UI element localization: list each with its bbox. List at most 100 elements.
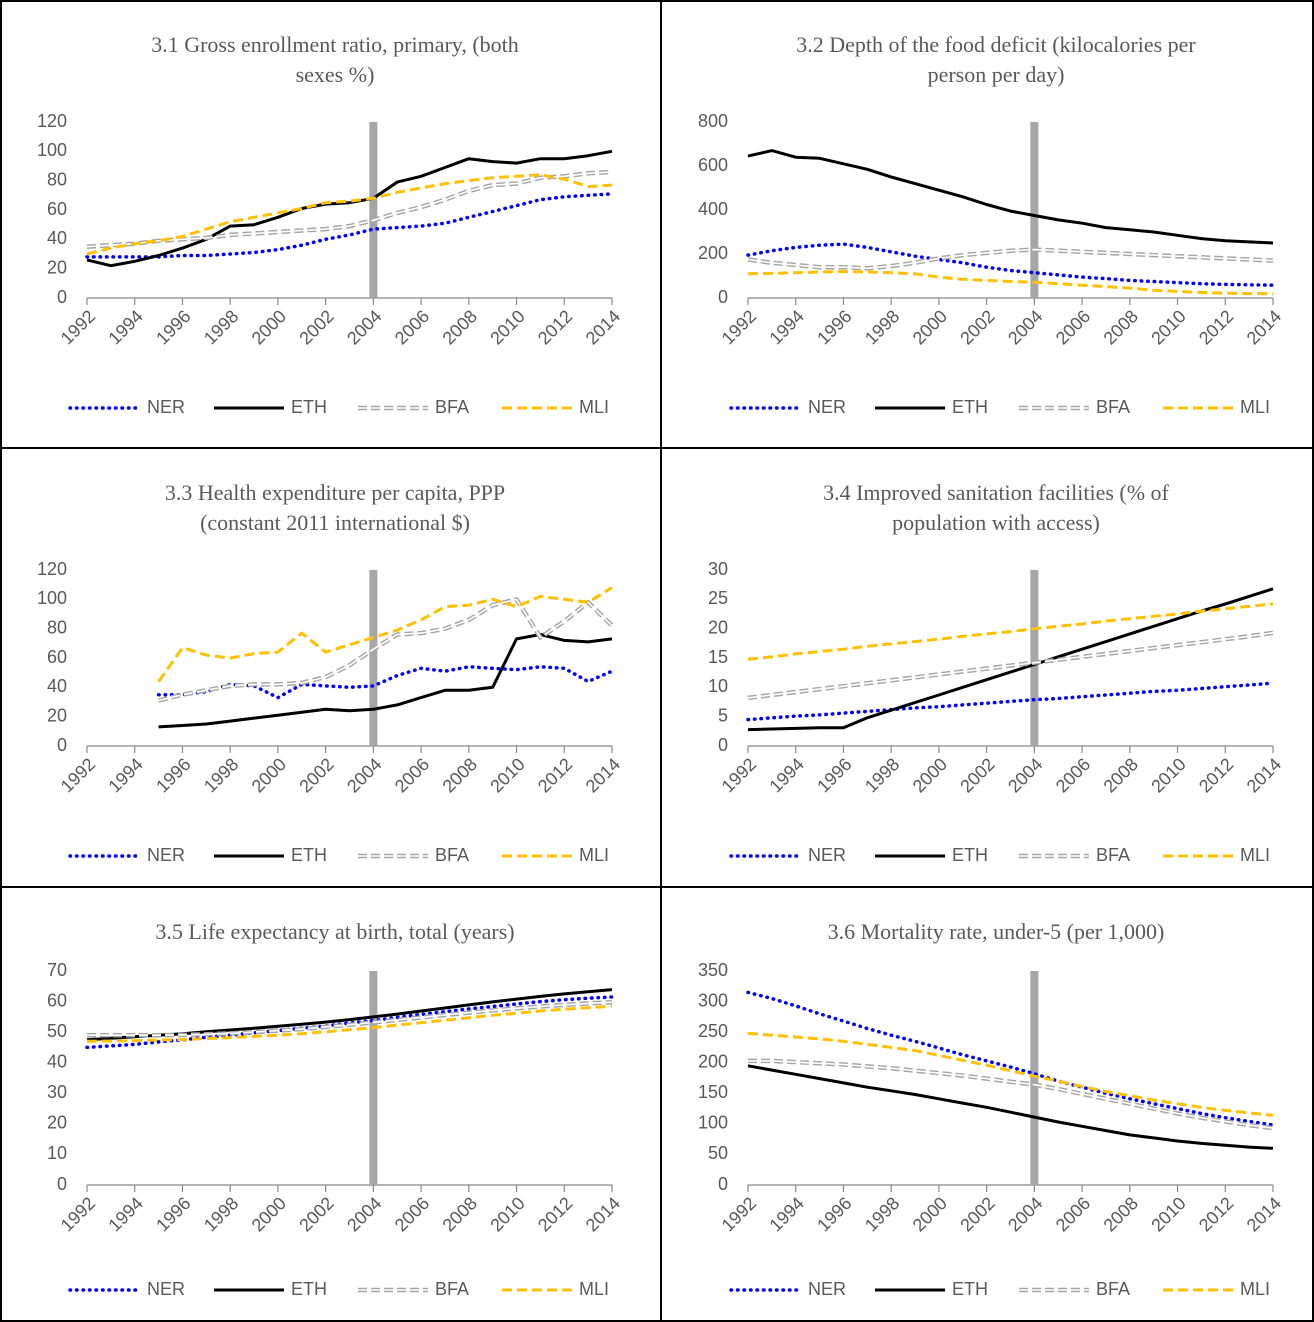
y-tick-label: 30 xyxy=(708,559,728,579)
x-tick-label: 1994 xyxy=(765,1193,807,1235)
x-tick-label: 1992 xyxy=(57,754,99,796)
y-tick-label: 50 xyxy=(47,1021,67,1041)
x-tick-label: 1994 xyxy=(765,754,807,796)
x-tick-label: 1994 xyxy=(104,1193,146,1235)
legend-label: MLI xyxy=(1240,397,1270,417)
y-tick-label: 60 xyxy=(47,647,67,667)
x-tick-label: 2010 xyxy=(486,306,528,348)
y-tick-label: 20 xyxy=(47,257,67,277)
y-tick-label: 5 xyxy=(718,705,728,725)
legend-label: BFA xyxy=(435,1279,469,1299)
x-tick-label: 1998 xyxy=(200,1193,242,1235)
x-tick-label: 1992 xyxy=(718,1193,760,1235)
x-tick-label: 2008 xyxy=(1100,306,1142,348)
legend-label: BFA xyxy=(435,845,469,865)
x-tick-label: 2010 xyxy=(1147,1193,1189,1235)
series-line xyxy=(747,149,1274,245)
x-tick-label: 2012 xyxy=(1195,1193,1237,1235)
y-tick-label: 0 xyxy=(718,1174,728,1194)
x-tick-label: 2004 xyxy=(1004,754,1046,796)
series-line xyxy=(86,988,613,1042)
x-tick-label: 1994 xyxy=(765,306,807,348)
x-tick-label: 2006 xyxy=(391,754,433,796)
y-tick-label: 150 xyxy=(698,1082,728,1102)
y-tick-label: 10 xyxy=(708,676,728,696)
legend-label: ETH xyxy=(952,845,988,865)
x-tick-label: 2014 xyxy=(1243,754,1285,796)
series-line xyxy=(86,169,613,249)
series-line xyxy=(86,1004,613,1043)
series-line-inner xyxy=(87,1001,613,1036)
y-tick-label: 30 xyxy=(47,1082,67,1102)
x-tick-label: 2002 xyxy=(956,754,998,796)
x-tick-label: 1992 xyxy=(718,306,760,348)
x-tick-label: 2002 xyxy=(295,754,337,796)
legend-label: NER xyxy=(808,397,846,417)
x-tick-label: 1998 xyxy=(200,306,242,348)
y-tick-label: 120 xyxy=(37,559,67,579)
legend-label: ETH xyxy=(952,1279,988,1299)
chart-title: (constant 2011 international $) xyxy=(200,510,470,535)
x-tick-label: 2006 xyxy=(1052,754,1094,796)
legend-label: MLI xyxy=(579,845,609,865)
legend-label: NER xyxy=(808,1279,846,1299)
series-line xyxy=(747,270,1273,296)
x-tick-label: 2008 xyxy=(1100,1193,1142,1235)
x-tick-label: 2006 xyxy=(1052,306,1094,348)
chart-title: person per day) xyxy=(928,62,1065,87)
y-tick-label: 15 xyxy=(708,647,728,667)
x-tick-label: 1998 xyxy=(861,754,903,796)
legend-label: ETH xyxy=(952,397,988,417)
series-line-inner xyxy=(747,632,1274,699)
series-line xyxy=(748,1058,1274,1131)
y-tick-label: 100 xyxy=(37,588,67,608)
x-tick-label: 2004 xyxy=(343,1193,385,1235)
x-tick-label: 2012 xyxy=(534,1193,576,1235)
legend-label: NER xyxy=(808,845,846,865)
y-tick-label: 50 xyxy=(708,1143,728,1163)
y-tick-label: 0 xyxy=(718,287,728,307)
x-tick-label: 2008 xyxy=(1100,754,1142,796)
series-line xyxy=(86,149,613,268)
x-tick-label: 1992 xyxy=(718,754,760,796)
x-tick-label: 2002 xyxy=(956,1193,998,1235)
series-line xyxy=(747,247,1274,271)
y-tick-label: 25 xyxy=(708,588,728,608)
series-line-inner xyxy=(747,248,1274,270)
y-tick-label: 80 xyxy=(47,617,67,637)
legend-label: NER xyxy=(147,845,185,865)
legend-label: BFA xyxy=(435,397,469,417)
series-line xyxy=(158,597,614,703)
y-tick-label: 20 xyxy=(708,617,728,637)
x-tick-label: 2010 xyxy=(486,754,528,796)
y-tick-label: 10 xyxy=(47,1143,67,1163)
x-tick-label: 2012 xyxy=(534,306,576,348)
legend-label: MLI xyxy=(579,1279,609,1299)
reference-bar xyxy=(369,122,378,298)
legend-label: ETH xyxy=(291,845,327,865)
x-tick-label: 2004 xyxy=(343,754,385,796)
x-tick-label: 2006 xyxy=(1052,1193,1094,1235)
x-tick-label: 2010 xyxy=(486,1193,528,1235)
x-tick-label: 1994 xyxy=(104,306,146,348)
y-tick-label: 0 xyxy=(718,735,728,755)
y-tick-label: 0 xyxy=(57,1174,67,1194)
y-tick-label: 300 xyxy=(698,990,728,1010)
series-line xyxy=(747,587,1274,732)
x-tick-label: 2002 xyxy=(295,306,337,348)
x-tick-label: 2002 xyxy=(956,306,998,348)
x-tick-label: 2000 xyxy=(248,754,290,796)
x-tick-label: 1992 xyxy=(57,306,99,348)
series-line xyxy=(747,1064,1274,1150)
series-line-inner xyxy=(158,598,613,702)
y-tick-label: 250 xyxy=(698,1021,728,1041)
legend-label: ETH xyxy=(291,1279,327,1299)
x-tick-label: 2000 xyxy=(248,306,290,348)
series-line xyxy=(157,586,613,683)
x-tick-label: 2000 xyxy=(909,754,951,796)
series-line xyxy=(85,192,614,259)
y-tick-label: 200 xyxy=(698,1051,728,1071)
x-tick-label: 1998 xyxy=(861,1193,903,1235)
reference-bar xyxy=(1030,570,1039,746)
